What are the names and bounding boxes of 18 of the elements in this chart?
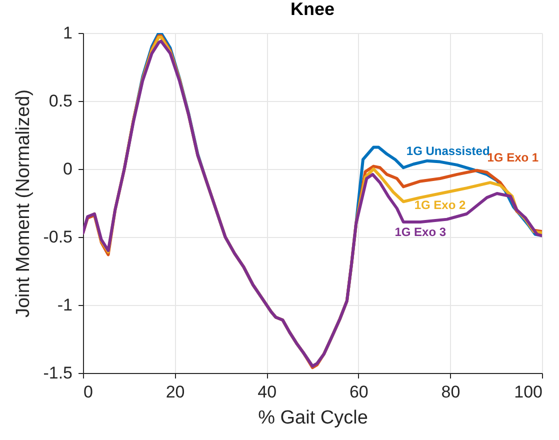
x-tick-label: 60: [349, 382, 368, 402]
series-label: 1G Unassisted: [406, 144, 490, 158]
series-label: 1G Exo 2: [414, 198, 466, 212]
x-tick-label: 0: [84, 382, 93, 402]
x-tick-label: 20: [166, 382, 185, 402]
x-tick-label: 40: [258, 382, 277, 402]
x-tick-label: 100: [514, 382, 542, 402]
y-tick-label: 1: [63, 24, 72, 42]
y-tick-label: 0.5: [48, 92, 72, 110]
y-tick-label: -0.5: [43, 228, 72, 246]
y-tick-label: -1: [57, 296, 72, 314]
y-tick-label: -1.5: [43, 364, 72, 382]
x-axis-title: % Gait Cycle: [258, 408, 368, 428]
y-tick-label: 0: [63, 160, 72, 178]
x-tick-label: 80: [441, 382, 460, 402]
series-label: 1G Exo 3: [394, 225, 446, 240]
chart-title: Knee: [290, 0, 335, 19]
y-axis-title: Joint Moment (Normalized): [13, 89, 34, 318]
